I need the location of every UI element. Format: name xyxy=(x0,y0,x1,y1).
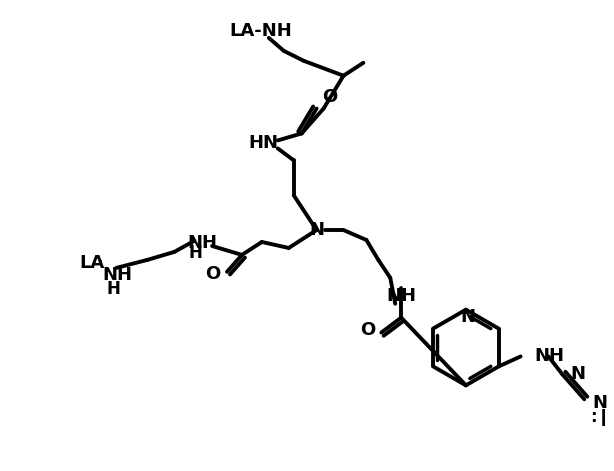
Text: LA-NH: LA-NH xyxy=(229,22,292,40)
Text: H: H xyxy=(106,280,120,298)
Text: H: H xyxy=(188,244,202,262)
Text: NH: NH xyxy=(103,266,133,284)
Text: NH: NH xyxy=(187,234,217,252)
Text: HN: HN xyxy=(249,134,279,153)
Text: LA: LA xyxy=(80,254,105,272)
Text: NH: NH xyxy=(386,287,416,305)
Text: N: N xyxy=(460,308,475,325)
Text: :❙: :❙ xyxy=(590,408,611,426)
Text: N: N xyxy=(570,365,585,383)
Text: O: O xyxy=(322,88,338,106)
Text: N: N xyxy=(593,394,607,412)
Text: ·: · xyxy=(96,254,103,272)
Text: N: N xyxy=(309,221,324,239)
Text: O: O xyxy=(360,321,375,339)
Text: NH: NH xyxy=(535,348,564,365)
Text: O: O xyxy=(206,265,220,283)
